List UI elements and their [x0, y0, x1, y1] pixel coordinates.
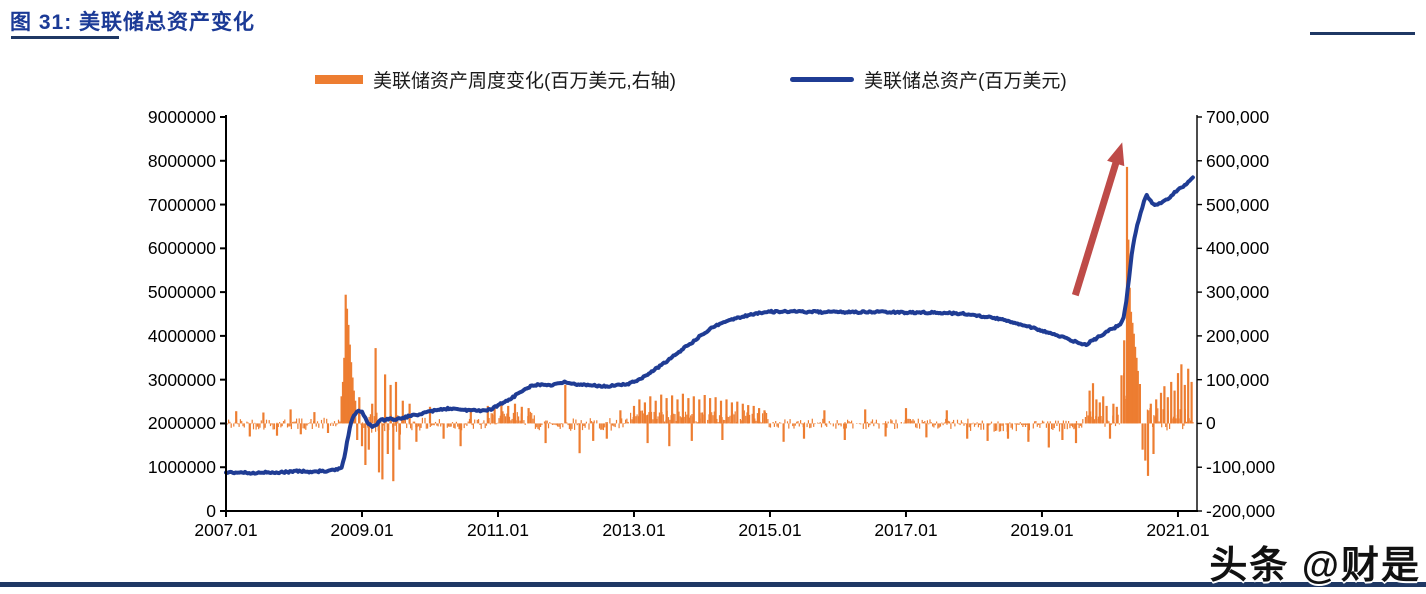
right-axis-tick-label: 200,000 [1206, 325, 1270, 346]
right-axis-tick-label: -200,000 [1206, 501, 1276, 521]
figure-title: 图 31: 美联储总资产变化 [10, 11, 256, 34]
legend-line-label: 美联储总资产(百万美元) [864, 71, 1067, 92]
left-axis-tick-label: 1000000 [147, 457, 216, 478]
footer-rule [0, 582, 1426, 587]
legend-bar-label: 美联储资产周度变化(百万美元,右轴) [373, 71, 676, 92]
legend-line-swatch [790, 77, 854, 82]
right-axis-tick-label: 300,000 [1206, 282, 1270, 303]
right-axis-tick-label: 400,000 [1206, 238, 1270, 259]
x-axis-tick-label: 2007.01 [194, 520, 258, 540]
left-axis-tick-label: 5000000 [147, 282, 216, 303]
axes [220, 115, 1202, 517]
chart-legend: 美联储资产周度变化(百万美元,右轴) 美联储总资产(百万美元) [0, 66, 1426, 98]
left-axis-tick-label: 4000000 [147, 325, 216, 346]
x-axis-tick-label: 2009.01 [330, 520, 394, 540]
left-axis-tick-label: 8000000 [147, 150, 216, 171]
right-axis-tick-label: -100,000 [1206, 457, 1276, 478]
title-underline-rule [11, 36, 119, 39]
left-axis-tick-label: 7000000 [147, 194, 216, 215]
x-axis-tick-label: 2015.01 [738, 520, 802, 540]
x-axis-tick-label: 2011.01 [467, 520, 529, 540]
right-axis-tick-label: 700,000 [1206, 107, 1270, 127]
left-axis-tick-label: 2000000 [147, 413, 216, 434]
left-axis-tick-label: 0 [206, 501, 216, 521]
x-axis-tick-label: 2017.01 [874, 520, 938, 540]
left-axis-tick-label: 6000000 [147, 238, 216, 259]
right-axis-tick-label: 100,000 [1206, 369, 1270, 390]
legend-item-weekly-change: 美联储资产周度变化(百万美元,右轴) [315, 66, 676, 93]
legend-bar-swatch [315, 75, 363, 84]
header-right-rule [1310, 32, 1415, 35]
legend-item-total-assets: 美联储总资产(百万美元) [790, 66, 1067, 93]
surge-arrow [1071, 142, 1125, 297]
watermark-text: 头条 @财是 [1208, 544, 1421, 588]
weekly-change-bars [225, 166, 1194, 482]
left-axis-tick-label: 9000000 [147, 107, 216, 127]
total-assets-line [224, 175, 1195, 476]
x-axis-tick-label: 2019.01 [1010, 520, 1074, 540]
right-axis-tick-label: 600,000 [1206, 150, 1270, 171]
left-axis-tick-label: 3000000 [147, 369, 216, 390]
x-axis-tick-label: 2013.01 [602, 520, 666, 540]
x-axis-tick-label: 2021.01 [1146, 520, 1210, 540]
right-axis-tick-label: 0 [1206, 413, 1216, 434]
right-axis-tick-label: 500,000 [1206, 194, 1270, 215]
